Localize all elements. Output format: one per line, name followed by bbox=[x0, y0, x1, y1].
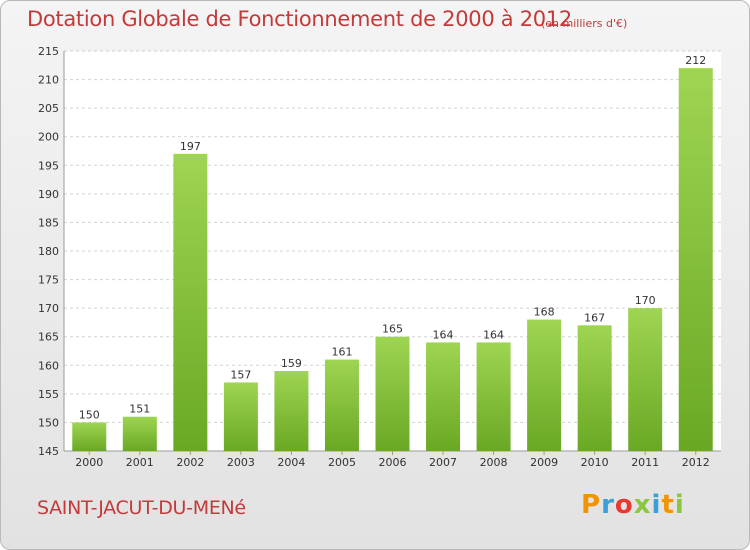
bar bbox=[223, 382, 258, 451]
logo-letter: i bbox=[651, 490, 662, 520]
logo-letter: P bbox=[581, 490, 602, 520]
commune-name: SAINT-JACUT-DU-MENé bbox=[37, 497, 246, 519]
x-tick-label: 2001 bbox=[126, 456, 154, 469]
x-tick-label: 2006 bbox=[379, 456, 407, 469]
x-tick-label: 2008 bbox=[480, 456, 508, 469]
bar bbox=[426, 342, 461, 451]
bar bbox=[476, 342, 511, 451]
x-tick-label: 2002 bbox=[176, 456, 204, 469]
y-tick-label: 155 bbox=[38, 388, 59, 401]
bar-value-label: 157 bbox=[230, 368, 251, 381]
bar-value-label: 159 bbox=[281, 357, 302, 370]
y-tick-label: 150 bbox=[38, 416, 59, 429]
y-tick-label: 160 bbox=[38, 359, 59, 372]
y-tick-label: 195 bbox=[38, 159, 59, 172]
bar-value-label: 167 bbox=[584, 311, 605, 324]
y-tick-label: 215 bbox=[38, 45, 59, 58]
y-tick-label: 205 bbox=[38, 102, 59, 115]
bar-value-label: 168 bbox=[534, 306, 555, 319]
bar bbox=[122, 416, 157, 451]
y-tick-label: 210 bbox=[38, 74, 59, 87]
bar bbox=[375, 336, 410, 451]
x-tick-label: 2003 bbox=[227, 456, 255, 469]
bar bbox=[628, 308, 663, 451]
logo-letter: i bbox=[674, 490, 685, 520]
bar bbox=[527, 319, 562, 451]
y-tick-label: 190 bbox=[38, 188, 59, 201]
bar-value-label: 151 bbox=[129, 403, 150, 416]
proxiti-logo: Proxiti bbox=[581, 490, 685, 520]
x-tick-label: 2009 bbox=[530, 456, 558, 469]
x-tick-label: 2000 bbox=[75, 456, 103, 469]
x-tick-label: 2007 bbox=[429, 456, 457, 469]
y-tick-label: 165 bbox=[38, 331, 59, 344]
bar bbox=[678, 68, 713, 452]
x-tick-label: 2012 bbox=[682, 456, 710, 469]
x-tick-label: 2004 bbox=[277, 456, 305, 469]
bar-value-label: 164 bbox=[433, 328, 454, 341]
chart-subtitle: (en milliers d'€) bbox=[541, 17, 628, 30]
bar bbox=[274, 371, 309, 451]
y-tick-label: 200 bbox=[38, 131, 59, 144]
x-tick-label: 2005 bbox=[328, 456, 356, 469]
bar-value-label: 197 bbox=[180, 140, 201, 153]
logo-letter: o bbox=[614, 490, 634, 520]
logo-letter: t bbox=[661, 490, 675, 520]
bar-value-label: 212 bbox=[685, 54, 706, 67]
bar-value-label: 164 bbox=[483, 328, 504, 341]
y-tick-label: 145 bbox=[38, 445, 59, 458]
y-tick-label: 175 bbox=[38, 274, 59, 287]
logo-letter: r bbox=[601, 490, 615, 520]
bar bbox=[324, 359, 359, 451]
bar bbox=[577, 325, 612, 451]
y-tick-label: 170 bbox=[38, 302, 59, 315]
y-tick-label: 180 bbox=[38, 245, 59, 258]
x-tick-label: 2010 bbox=[581, 456, 609, 469]
bar bbox=[72, 422, 107, 451]
y-tick-label: 185 bbox=[38, 216, 59, 229]
bar-value-label: 150 bbox=[79, 408, 100, 421]
bar-value-label: 170 bbox=[635, 294, 656, 307]
bar-value-label: 161 bbox=[331, 346, 352, 359]
bar-value-label: 165 bbox=[382, 323, 403, 336]
x-tick-label: 2011 bbox=[631, 456, 659, 469]
bar bbox=[173, 153, 208, 451]
logo-letter: x bbox=[633, 490, 652, 520]
chart-title: Dotation Globale de Fonctionnement de 20… bbox=[27, 7, 572, 31]
